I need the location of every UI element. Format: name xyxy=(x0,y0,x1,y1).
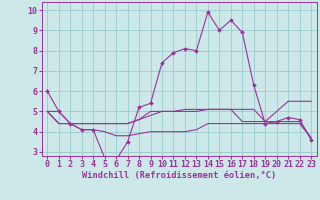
X-axis label: Windchill (Refroidissement éolien,°C): Windchill (Refroidissement éolien,°C) xyxy=(82,171,276,180)
